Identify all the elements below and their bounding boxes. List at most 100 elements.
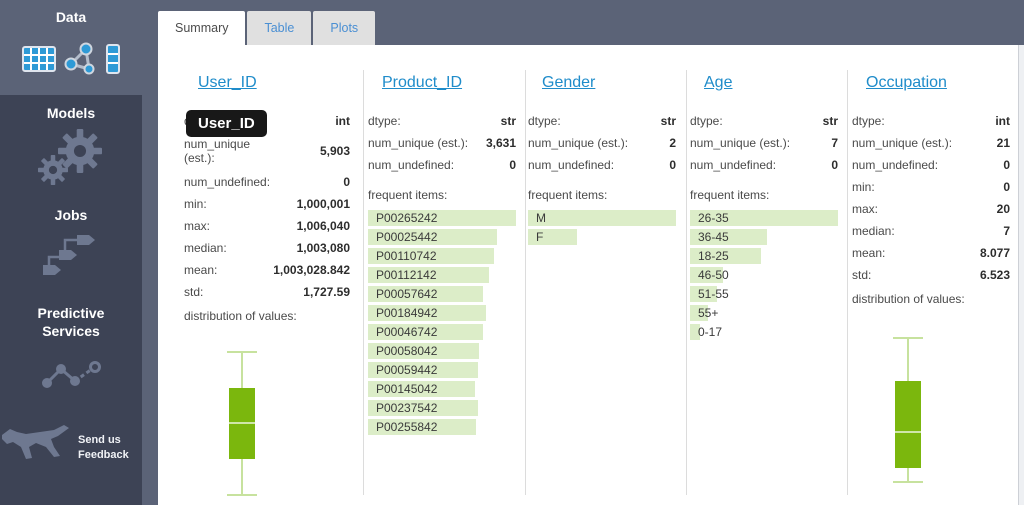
frequent-item-bar [368, 381, 475, 397]
tab-summary[interactable]: Summary [158, 11, 246, 45]
frequent-item-label: P00184942 [376, 306, 438, 320]
frequent-item-bar [690, 286, 717, 302]
frequent-item-bar [690, 248, 762, 264]
sidebar-section-models[interactable]: Models [46, 105, 96, 121]
stat-value: 1,003,080 [296, 241, 350, 255]
stat-value: 0 [669, 158, 676, 172]
sidebar-section-jobs[interactable]: Jobs [54, 207, 88, 223]
frequent-item-bar [368, 305, 487, 321]
column-header-User_ID[interactable]: User_ID [198, 74, 257, 91]
frequent-item-bar [368, 267, 490, 283]
whisker-cap-top [893, 337, 923, 339]
column-gender: Gender dtype: str num_unique (est.): 2 num_un… [528, 70, 676, 248]
stat-label: num_unique (est.): [690, 136, 791, 150]
stat-label: dtype: [528, 114, 561, 128]
gears-icon[interactable] [0, 129, 142, 191]
frequent-item-row: 18-25 [690, 248, 838, 264]
frequent-item-row: P00112142 [368, 267, 516, 283]
stat-value: 1,006,040 [296, 219, 350, 233]
column-header-Occupation[interactable]: Occupation [866, 74, 947, 91]
frequent-item-row: P00265242 [368, 210, 516, 226]
column-header-Gender[interactable]: Gender [542, 74, 596, 91]
frequent-items-label: frequent items: [528, 188, 608, 202]
frequent-item-label: 0-17 [698, 325, 723, 339]
frequent-item-bar [528, 210, 676, 226]
send-feedback-button[interactable]: Send us Feedback [0, 423, 142, 472]
frequent-item-label: P00112142 [376, 268, 437, 282]
stat-row: dtype: int [852, 114, 1010, 128]
distribution-label: distribution of values: [852, 292, 965, 306]
frequent-item-bar [690, 305, 708, 321]
frequent-item-bar [690, 210, 838, 226]
frequent-item-row: 55+ [690, 305, 838, 321]
column-tooltip: User_ID [186, 110, 267, 137]
frequent-items-label: frequent items: [690, 188, 770, 202]
frequent-item-row: P00057642 [368, 286, 516, 302]
stat-row: dtype: str [368, 114, 516, 128]
feedback-label: Send us Feedback [78, 433, 129, 461]
frequent-item-bar [368, 343, 479, 359]
boxplot-median-line [229, 422, 255, 424]
frequent-item-row: M [528, 210, 676, 226]
stat-value: 20 [996, 202, 1010, 216]
stat-row: num_undefined: 0 [852, 158, 1010, 172]
dog-icon [0, 423, 74, 472]
stat-label: min: [184, 197, 207, 211]
frequent-item-bar [528, 229, 577, 245]
stat-row: num_unique (est.): 5,903 [184, 136, 350, 166]
stat-value: str [500, 114, 516, 128]
frequent-item-bar [368, 210, 516, 226]
stat-row: dtype: str [690, 114, 838, 128]
trend-line-icon[interactable] [0, 357, 142, 393]
frequent-item-row: P00110742 [368, 248, 516, 264]
tab-plots[interactable]: Plots [313, 11, 376, 45]
stat-row: num_unique (est.): 3,631 [368, 136, 516, 150]
frequent-item-bar [690, 267, 723, 283]
stat-label: max: [852, 202, 879, 216]
stat-label: num_unique (est.): [184, 137, 251, 165]
column-divider [686, 70, 687, 495]
stat-label: num_unique (est.): [528, 136, 629, 150]
frequent-items-label: frequent items: [368, 188, 448, 202]
stat-label: num_unique (est.): [852, 136, 953, 150]
stat-row: num_unique (est.): 2 [528, 136, 676, 150]
frequent-item-label: P00058042 [376, 344, 438, 358]
summary-panel: User_ID User_ID dtype: int num_unique (est.… [158, 45, 1018, 505]
tab-table[interactable]: Table [247, 11, 312, 45]
table-grid-icon[interactable] [22, 46, 56, 77]
frequent-item-label: 36-45 [698, 230, 729, 244]
stat-label: mean: [852, 246, 886, 260]
frequent-item-bar [368, 400, 478, 416]
frequent-item-label: 46-50 [698, 268, 729, 282]
frequent-item-row: F [528, 229, 676, 245]
frequent-item-row: 26-35 [690, 210, 838, 226]
frequent-item-label: P00059442 [376, 363, 438, 377]
frequent-item-label: 51-55 [698, 287, 729, 301]
frequent-item-row: P00145042 [368, 381, 516, 397]
stat-label: num_undefined: [528, 158, 615, 172]
column-header-Product_ID[interactable]: Product_ID [382, 74, 463, 91]
frequent-item-label: P00255842 [376, 420, 438, 434]
distribution-label: distribution of values: [184, 309, 297, 323]
stat-value: 5,903 [319, 144, 350, 158]
column-header-Age[interactable]: Age [704, 74, 733, 91]
frequent-item-bar [368, 362, 478, 378]
share-graph-icon[interactable] [62, 42, 100, 81]
stat-row: min: 1,000,001 [184, 197, 350, 211]
frequent-item-label: P00237542 [376, 401, 438, 415]
top-band: Summary Table Plots [158, 0, 1024, 45]
column-icon[interactable] [106, 44, 120, 79]
sidebar-section-predictive-services[interactable]: Predictive Services [37, 305, 105, 339]
stat-value: 3,631 [485, 136, 516, 150]
frequent-item-row: P00059442 [368, 362, 516, 378]
sidebar-section-data: Data [55, 9, 87, 25]
sidebar: Data [0, 0, 158, 505]
frequent-item-label: P00057642 [376, 287, 438, 301]
flowchart-icon[interactable] [0, 233, 142, 281]
distribution-boxplot [852, 310, 1010, 488]
boxplot-box [895, 381, 921, 468]
stat-row: num_unique (est.): 7 [690, 136, 838, 150]
frequent-item-bar [690, 229, 767, 245]
stat-value: int [335, 114, 350, 128]
